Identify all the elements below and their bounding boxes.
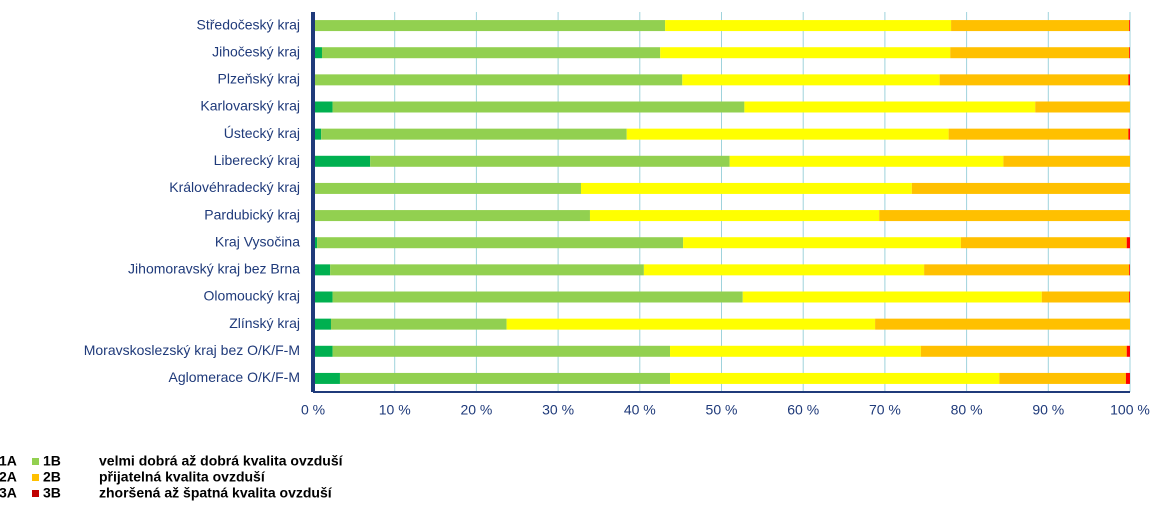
bar-segment <box>879 210 1130 222</box>
legend-swatch <box>32 474 39 481</box>
bar-segment <box>313 101 333 113</box>
bar-segment <box>660 47 951 59</box>
legend-description: zhoršená až špatná kvalita ovzduší <box>99 485 333 501</box>
y-tick-label: Jihomoravský kraj bez Brna <box>128 261 300 277</box>
bar-segment <box>939 74 1129 86</box>
x-tick-label: 50 % <box>706 402 738 418</box>
y-tick-label: Středočeský kraj <box>197 16 300 32</box>
x-tick-label: 20 % <box>460 402 492 418</box>
bar-segment <box>999 372 1126 384</box>
bar-segment <box>744 101 1036 113</box>
bar-segment <box>332 345 671 357</box>
legend-label: 3A <box>0 485 17 501</box>
bar-segment <box>313 47 322 59</box>
legend-description: přijatelná kvalita ovzduší <box>99 469 266 485</box>
bar-segment <box>742 291 1042 303</box>
bar-segment <box>1129 291 1130 303</box>
bar-segment <box>313 74 683 86</box>
y-tick-label: Královéhradecký kraj <box>169 179 300 195</box>
bar-segment <box>321 128 627 140</box>
bar-segment <box>1125 372 1130 384</box>
bar-segment <box>1128 128 1130 140</box>
bar-segment <box>643 264 925 276</box>
bar-segment <box>626 128 949 140</box>
bar-segment <box>1129 47 1130 59</box>
legend-label: 3B <box>43 485 61 501</box>
y-tick-label: Zlínský kraj <box>229 315 300 331</box>
y-tick-label: Aglomerace O/K/F-M <box>169 369 300 385</box>
bar-segment <box>960 237 1127 249</box>
bar-segment <box>1129 20 1130 32</box>
legend-swatch <box>32 458 39 465</box>
x-tick-label: 40 % <box>624 402 656 418</box>
legend-description: velmi dobrá až dobrá kvalita ovzduší <box>99 453 344 469</box>
bar-segment <box>317 237 684 249</box>
bar-segment <box>1128 74 1130 86</box>
x-tick-label: 70 % <box>869 402 901 418</box>
bar-segment <box>330 318 507 330</box>
y-tick-label: Kraj Vysočina <box>215 233 300 249</box>
bar-segment <box>330 264 644 276</box>
bar-segment <box>670 372 1000 384</box>
bar-segment <box>332 101 745 113</box>
bar-segment <box>313 237 318 249</box>
bar-segment <box>682 74 940 86</box>
bar-segment <box>924 264 1130 276</box>
bar-segment <box>313 128 322 140</box>
bar-segment <box>951 20 1130 32</box>
x-tick-label: 0 % <box>301 402 325 418</box>
bar-segment <box>911 182 1130 194</box>
bar-segment <box>875 318 1130 330</box>
y-tick-label: Moravskoslezský kraj bez O/K/F-M <box>84 342 300 358</box>
x-tick-label: 60 % <box>787 402 819 418</box>
legend-label: 2A <box>0 469 17 485</box>
bar-segment <box>670 345 921 357</box>
y-tick-label: Plzeňský kraj <box>218 71 300 87</box>
bar-segment <box>580 182 912 194</box>
bar-segment <box>313 345 333 357</box>
legend-label: 2B <box>43 469 61 485</box>
bar-segment <box>506 318 876 330</box>
bar-segment <box>313 210 590 222</box>
legend-label: 1A <box>0 453 17 469</box>
x-tick-label: 90 % <box>1032 402 1064 418</box>
bar-segment <box>313 20 666 32</box>
bar-segment <box>313 264 331 276</box>
y-tick-label: Pardubický kraj <box>204 206 300 222</box>
y-tick-label: Karlovarský kraj <box>200 98 300 114</box>
bar-segment <box>1041 291 1130 303</box>
bar-segment <box>1003 155 1130 167</box>
bar-segment <box>1035 101 1130 113</box>
legend-label: 1B <box>43 453 61 469</box>
bar-segment <box>665 20 952 32</box>
bar-segment <box>313 372 340 384</box>
bar-segment <box>321 47 661 59</box>
bar-segment <box>370 155 730 167</box>
y-tick-label: Liberecký kraj <box>214 152 300 168</box>
bar-segment <box>729 155 1004 167</box>
bar-segment <box>1126 345 1130 357</box>
bar-segment <box>313 291 333 303</box>
legend-swatch <box>32 490 39 497</box>
bar-segment <box>950 47 1130 59</box>
y-tick-label: Jihočeský kraj <box>212 43 300 59</box>
bar-segment <box>920 345 1127 357</box>
y-tick-label: Olomoucký kraj <box>204 288 300 304</box>
bar-segment <box>1129 264 1130 276</box>
bar-segment <box>683 237 961 249</box>
bar-segment <box>589 210 880 222</box>
bar-segment <box>313 155 371 167</box>
bar-segment <box>313 182 581 194</box>
x-tick-label: 100 % <box>1110 402 1150 418</box>
bar-segment <box>332 291 743 303</box>
x-tick-label: 10 % <box>379 402 411 418</box>
y-tick-label: Ústecký kraj <box>224 125 300 141</box>
bar-segment <box>1126 237 1130 249</box>
bar-segment <box>313 318 331 330</box>
x-tick-label: 30 % <box>542 402 574 418</box>
x-tick-label: 80 % <box>951 402 983 418</box>
bar-segment <box>339 372 671 384</box>
bar-segment <box>948 128 1129 140</box>
